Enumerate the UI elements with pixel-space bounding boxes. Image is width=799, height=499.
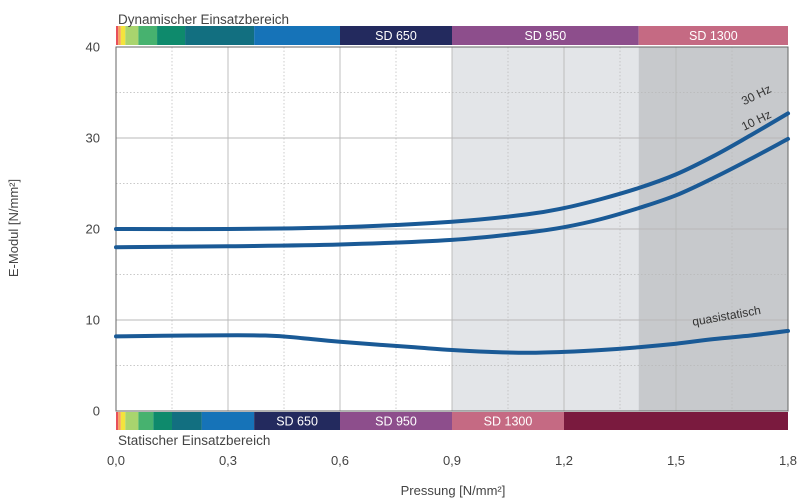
top-bar-segment-6 [185,26,255,45]
bottom-bar-label-10: SD 1300 [484,415,533,429]
series-line-2 [114,328,790,355]
bottom-bar-segment-10 [452,412,564,430]
x-tick-label: 0,6 [331,453,349,468]
top-bar-label-8: SD 650 [375,29,417,43]
bottom-bar-label-8: SD 650 [276,415,318,429]
x-axis-label: Pressung [N/mm²] [401,483,506,498]
y-tick-label: 20 [86,222,100,237]
top-bar-segment-7 [254,26,340,45]
top-bar-segment-9 [452,26,639,45]
top-bar-segment-3 [125,26,139,45]
top-bar-label-10: SD 1300 [689,29,738,43]
y-tick-label: 0 [93,404,100,419]
top-bar-segment-2 [120,26,126,45]
bottom-bar-label-9: SD 950 [375,415,417,429]
y-tick-label: 40 [86,40,100,55]
bottom-bar-title: Statischer Einsatzbereich [118,433,270,448]
top-bar-segment-10 [638,26,788,45]
top-bar-segment-0 [116,26,119,45]
x-tick-label: 0,3 [219,453,237,468]
series-line-1 [114,136,790,250]
bottom-bar-segment-7 [201,412,255,430]
top-bar-segment-1 [118,26,121,45]
range-bars: SD 650 SD 950 SD 1300 SD 650 SD 950 SD 1300 [116,26,788,430]
tick-labels: 0,0 0,3 0,6 0,9 1,2 1,5 1,8 0 10 20 30 40 [86,40,798,469]
y-tick-label: 30 [86,131,100,146]
x-tick-label: 1,2 [555,453,573,468]
series-lines [114,111,790,355]
y-axis-label: E-Modul [N/mm²] [6,179,21,277]
x-tick-label: 0,0 [107,453,125,468]
x-tick-label: 1,5 [667,453,685,468]
top-bar-title: Dynamischer Einsatzbereich [118,12,289,27]
bottom-bar-segment-2 [120,412,126,430]
top-bar-segment-8 [340,26,452,45]
bottom-bar-segment-3 [125,412,139,430]
x-tick-label: 1,8 [779,453,797,468]
x-tick-label: 0,9 [443,453,461,468]
top-bar-label-9: SD 950 [524,29,566,43]
bottom-bar-segment-9 [340,412,452,430]
bottom-bar-segment-1 [118,412,121,430]
bottom-bar-segment-8 [254,412,340,430]
bottom-bar-segment-0 [116,412,119,430]
bottom-bar-segment-11 [564,412,788,430]
bottom-bar-segment-6 [172,412,202,430]
y-tick-label: 10 [86,313,100,328]
bottom-bar-segment-5 [153,412,172,430]
top-bar-segment-5 [157,26,186,45]
bottom-bar-segment-4 [138,412,154,430]
series-line-0 [114,111,790,232]
top-bar-segment-4 [138,26,158,45]
